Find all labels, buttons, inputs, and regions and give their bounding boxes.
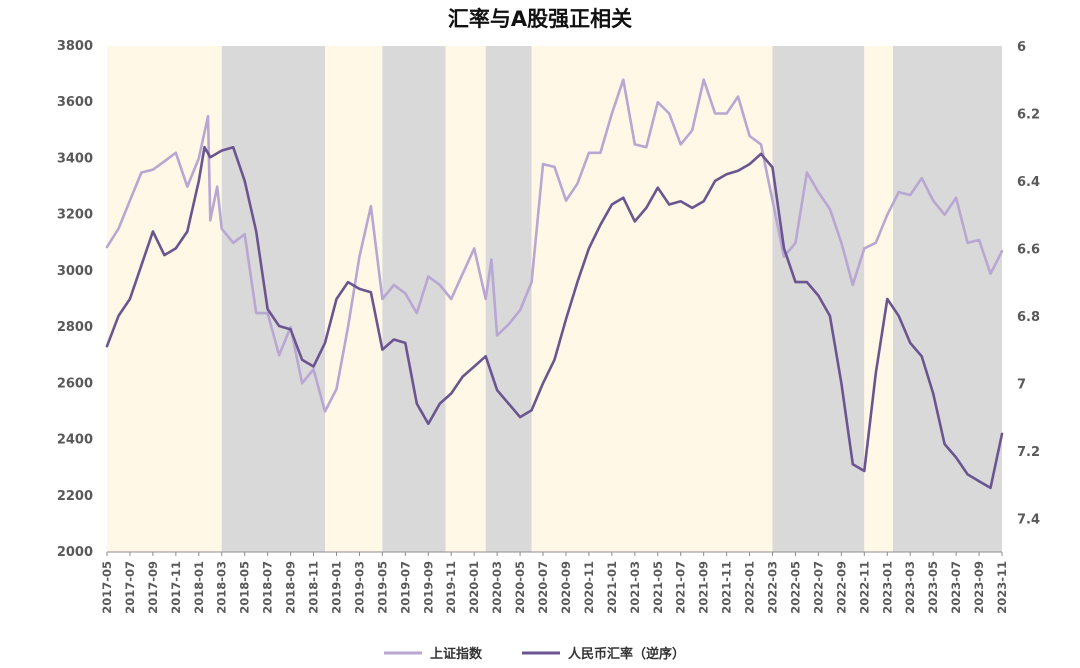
legend[interactable]: 上证指数 人民币汇率（逆序）: [384, 646, 685, 662]
x-tick-label: 2017-11: [169, 561, 183, 614]
y-left-tick-label: 3600: [57, 95, 93, 110]
y-left-tick-label: 3400: [57, 151, 93, 166]
shaded-region: [221, 46, 326, 552]
y-right-tick-label: 6.2: [1017, 107, 1040, 122]
x-tick-label: 2021-11: [720, 561, 734, 614]
shanghai-index-line: [105, 78, 1004, 413]
x-tick-label: 2017-09: [146, 561, 160, 614]
x-tick-label: 2020-03: [490, 561, 504, 614]
x-tick-label: 2020-11: [582, 561, 596, 614]
x-tick-label: 2018-11: [307, 561, 321, 614]
x-tick-label: 2023-01: [880, 561, 894, 614]
x-tick-label: 2019-07: [398, 561, 412, 614]
x-tick-label: 2022-01: [743, 561, 757, 614]
x-tick-label: 2022-07: [811, 561, 825, 614]
left-axis: 2000 2200 2400 2600 2800 3000 3200 3400 3600 3800: [57, 39, 93, 560]
y-left-tick-label: 2200: [57, 489, 93, 504]
y-left-tick-label: 3200: [57, 208, 93, 223]
x-tick-label: 2020-07: [536, 561, 550, 614]
x-tick-label: 2021-03: [628, 561, 642, 614]
x-tick-label: 2018-07: [261, 561, 275, 614]
x-tick-label: 2018-05: [238, 561, 252, 614]
x-tick-label: 2018-03: [215, 561, 229, 614]
x-tick-label: 2021-05: [651, 561, 665, 614]
shaded-region: [107, 46, 222, 552]
shaded-region: [772, 46, 865, 552]
x-tick-label: 2022-03: [766, 561, 780, 614]
x-tick-label: 2018-01: [192, 561, 206, 614]
y-left-tick-label: 3800: [57, 39, 93, 54]
right-axis: 6 6.2 6.4 6.6 6.8 7 7.2 7.4: [1017, 40, 1040, 527]
chart-title: 汇率与A股强正相关: [448, 7, 632, 31]
y-right-tick-label: 6.4: [1017, 175, 1040, 190]
x-tick-label: 2023-05: [926, 561, 940, 614]
x-tick-label: 2017-07: [123, 561, 137, 614]
x-tick-label: 2019-05: [375, 561, 389, 614]
y-right-tick-label: 6: [1017, 40, 1026, 55]
y-right-tick-label: 6.8: [1017, 310, 1040, 325]
rmb-exchange-rate-line: [105, 145, 1004, 490]
shaded-regions: [107, 46, 1002, 552]
y-right-tick-label: 7: [1017, 377, 1026, 392]
y-right-tick-label: 7.2: [1017, 445, 1040, 460]
x-tick-label: 2020-01: [467, 561, 481, 614]
y-left-tick-label: 2600: [57, 376, 93, 391]
x-tick-label: 2020-05: [513, 561, 527, 614]
shaded-region: [382, 46, 446, 552]
x-tick-label: 2022-05: [788, 561, 802, 614]
x-tick-label: 2023-09: [972, 561, 986, 614]
x-tick-label: 2022-09: [834, 561, 848, 614]
series-lines: [105, 78, 1004, 490]
x-tick-label: 2019-03: [352, 561, 366, 614]
x-tick-label: 2018-09: [284, 561, 298, 614]
legend-label: 上证指数: [430, 646, 483, 662]
x-tick-label: 2022-11: [857, 561, 871, 614]
x-tick-label: 2021-09: [697, 561, 711, 614]
x-tick-label: 2017-05: [100, 561, 114, 614]
x-tick-label: 2019-09: [421, 561, 435, 614]
x-tick-label: 2021-01: [605, 561, 619, 614]
x-tick-label: 2023-07: [949, 561, 963, 614]
x-tick-label: 2019-11: [444, 561, 458, 614]
y-left-tick-label: 3000: [57, 264, 93, 279]
y-left-tick-label: 2000: [57, 545, 93, 560]
legend-label: 人民币汇率（逆序）: [568, 646, 685, 662]
y-right-tick-label: 7.4: [1017, 512, 1040, 527]
y-right-tick-label: 6.6: [1017, 242, 1040, 257]
x-tick-label: 2021-07: [674, 561, 688, 614]
y-left-tick-label: 2800: [57, 320, 93, 335]
y-left-tick-label: 2400: [57, 433, 93, 448]
x-axis: 2017-05 2017-07 2017-09 2017-11 2018-01 2018-…: [100, 551, 1009, 614]
shaded-region: [892, 46, 1002, 552]
x-tick-label: 2023-03: [903, 561, 917, 614]
x-tick-label: 2020-09: [559, 561, 573, 614]
x-tick-label: 2019-01: [329, 561, 343, 614]
x-tick-label: 2023-11: [995, 561, 1009, 614]
